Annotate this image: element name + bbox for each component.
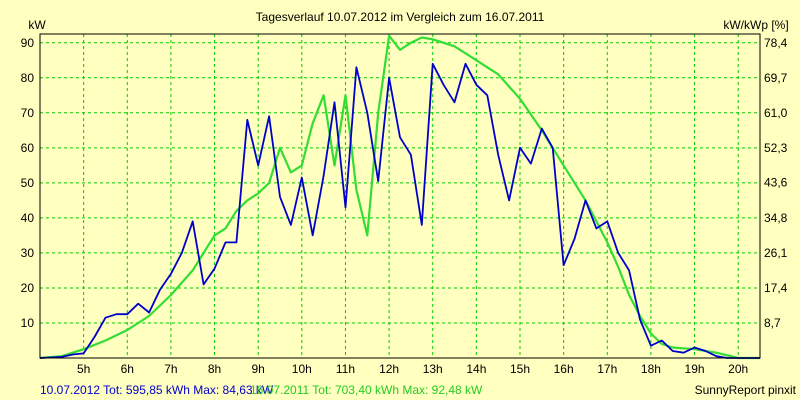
x-tick-label: 19h bbox=[685, 362, 705, 376]
x-tick-label: 8h bbox=[208, 362, 221, 376]
x-tick-label: 16h bbox=[554, 362, 574, 376]
x-tick-label: 15h bbox=[510, 362, 530, 376]
y-tick-label-right: 34,8 bbox=[764, 211, 788, 225]
x-tick-label: 7h bbox=[164, 362, 177, 376]
y-tick-label-right: 61,0 bbox=[764, 106, 788, 120]
footer-credit: SunnyReport pinxit bbox=[695, 383, 797, 397]
x-tick-label: 17h bbox=[597, 362, 617, 376]
plot-frame bbox=[39, 33, 761, 359]
x-tick-label: 13h bbox=[423, 362, 443, 376]
x-tick-label: 12h bbox=[379, 362, 399, 376]
y-axis-left-label: kW bbox=[28, 18, 46, 32]
series-layer bbox=[39, 34, 760, 360]
y-tick-label-left: 70 bbox=[21, 106, 35, 120]
y-tick-label-left: 10 bbox=[21, 316, 35, 330]
chart-title: Tagesverlauf 10.07.2012 im Vergleich zum… bbox=[256, 10, 545, 24]
y-tick-label-right: 17,4 bbox=[764, 281, 788, 295]
y-tick-label-left: 30 bbox=[21, 246, 35, 260]
y-tick-label-left: 50 bbox=[21, 176, 35, 190]
y-tick-label-right: 52,3 bbox=[764, 141, 788, 155]
x-tick-label: 5h bbox=[77, 362, 90, 376]
series-line-16-07-2011 bbox=[39, 34, 760, 360]
tick-labels: 5h 6h 7h 8h 9h 10h 11h 12h 13h 14h 15h 16h 17h 18h 19h… bbox=[21, 36, 788, 376]
grid bbox=[40, 34, 760, 358]
x-tick-label: 20h bbox=[728, 362, 748, 376]
y-tick-label-right: 8,7 bbox=[764, 316, 781, 330]
series-line-10-07-2012 bbox=[39, 62, 760, 359]
x-tick-label: 6h bbox=[121, 362, 134, 376]
y-tick-label-right: 26,1 bbox=[764, 246, 788, 260]
y-tick-label-right: 78,4 bbox=[764, 36, 788, 50]
y-tick-label-left: 40 bbox=[21, 211, 35, 225]
y-axis-right-label: kW/kWp [%] bbox=[723, 18, 788, 32]
footer-stats-2012: 10.07.2012 Tot: 595,85 kWh Max: 84,63 kW bbox=[40, 383, 274, 397]
y-tick-label-right: 69,7 bbox=[764, 71, 788, 85]
y-tick-label-left: 20 bbox=[21, 281, 35, 295]
y-tick-label-right: 43,6 bbox=[764, 176, 788, 190]
y-tick-label-left: 80 bbox=[21, 71, 35, 85]
x-tick-label: 11h bbox=[336, 362, 355, 376]
y-tick-label-left: 60 bbox=[21, 141, 35, 155]
x-tick-label: 14h bbox=[466, 362, 486, 376]
x-tick-label: 9h bbox=[252, 362, 265, 376]
x-tick-label: 18h bbox=[641, 362, 661, 376]
x-tick-label: 10h bbox=[292, 362, 312, 376]
y-tick-label-left: 90 bbox=[21, 36, 35, 50]
footer-stats-2011: 16.07.2011 Tot: 703,40 kWh Max: 92,48 kW bbox=[250, 383, 483, 397]
